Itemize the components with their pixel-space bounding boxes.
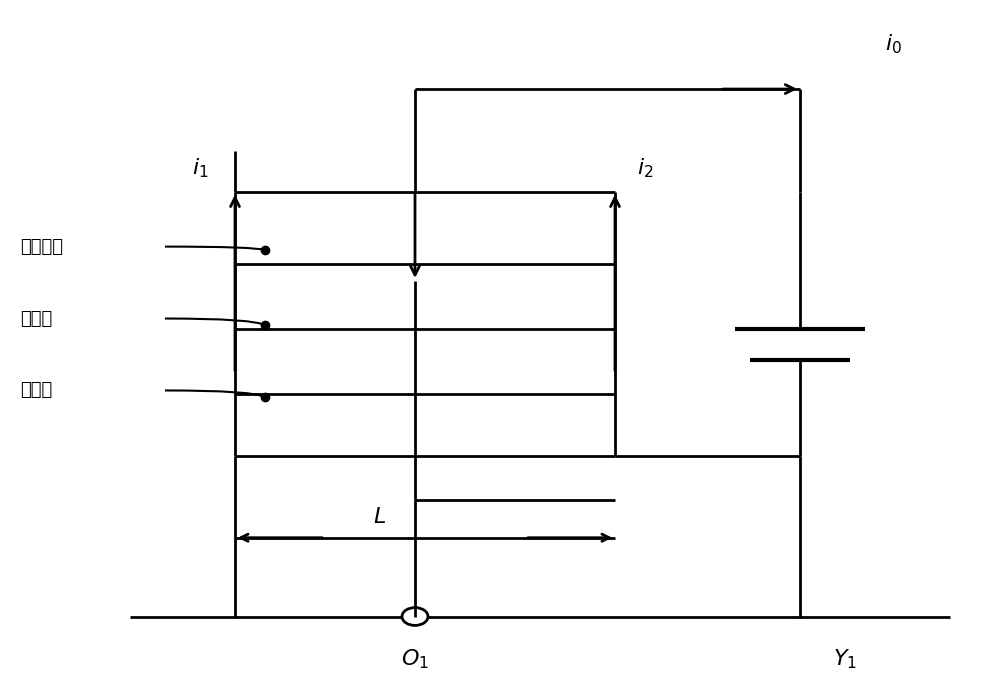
Text: 阴极层: 阴极层 [20, 382, 52, 399]
Text: $i_0$: $i_0$ [885, 33, 902, 56]
Text: $O_1$: $O_1$ [401, 647, 429, 671]
Text: 半导体层: 半导体层 [20, 238, 63, 256]
Text: $Y_1$: $Y_1$ [833, 647, 857, 671]
Text: $L$: $L$ [373, 507, 387, 527]
Text: $i_2$: $i_2$ [637, 156, 653, 179]
Text: 电离层: 电离层 [20, 310, 52, 327]
Text: $i_1$: $i_1$ [192, 156, 208, 179]
